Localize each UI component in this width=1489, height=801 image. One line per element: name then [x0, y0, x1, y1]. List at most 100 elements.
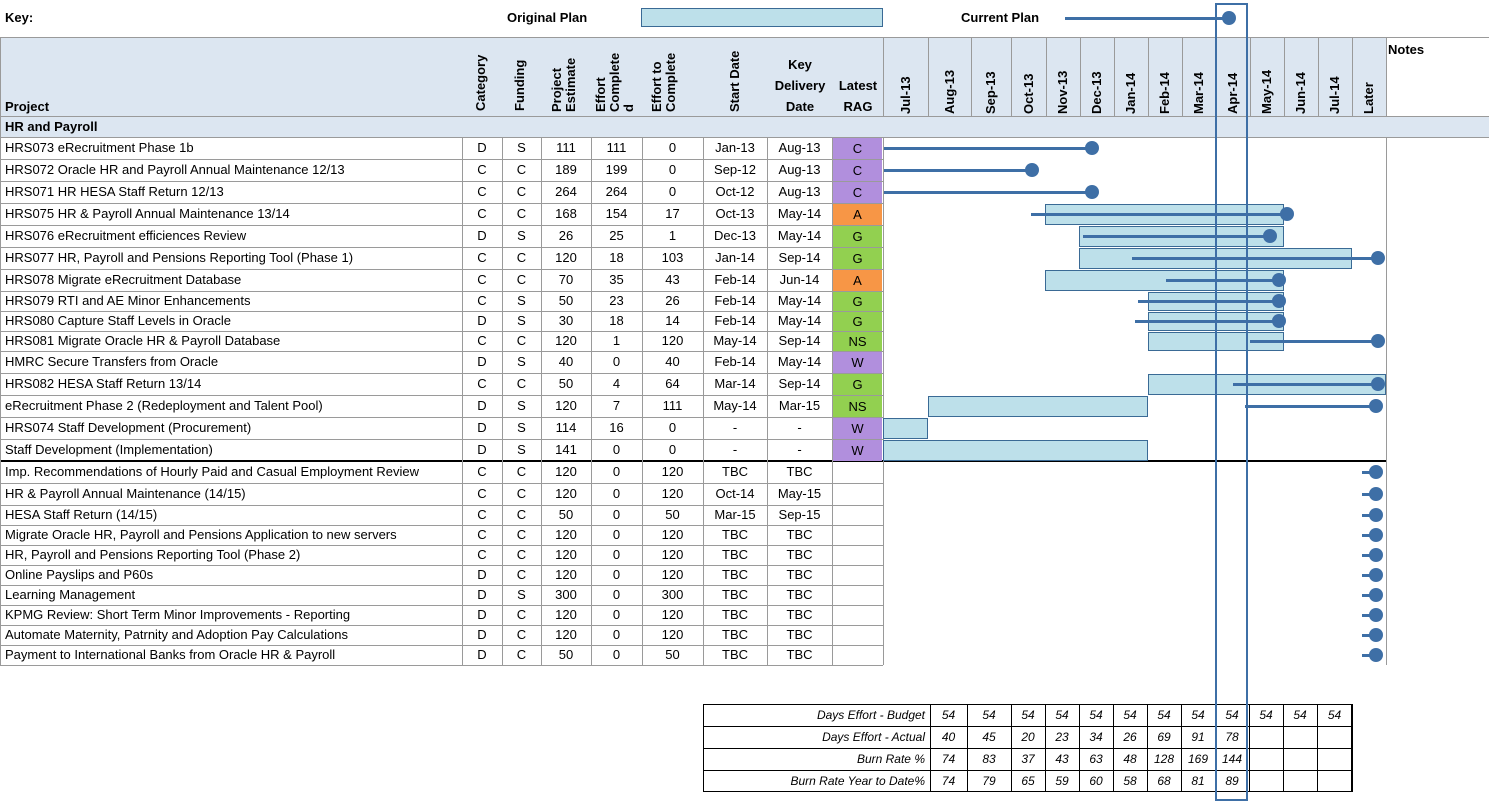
table-cell-estimate: 120: [555, 464, 577, 479]
table-cell-delivery-date: TBC: [786, 567, 813, 582]
rag-badge: A: [833, 270, 882, 291]
month-header-feb-14: Feb-14: [1157, 72, 1172, 114]
rag-badge: W: [833, 440, 882, 461]
summary-v: [1045, 704, 1046, 792]
summary-value: 69: [1157, 730, 1171, 744]
table-cell-delivery-date: May-14: [777, 354, 822, 369]
month-header-dec-13: Dec-13: [1089, 71, 1104, 114]
table-cell-category: C: [477, 486, 487, 501]
table-cell-estimate: 120: [555, 527, 577, 542]
grid-v: [703, 137, 704, 665]
table-cell-start-date: Oct-14: [715, 486, 755, 501]
grid-v: [883, 137, 884, 665]
table-row-project: HRS082 HESA Staff Return 13/14: [5, 376, 202, 391]
grid-h: [0, 417, 883, 418]
table-cell-delivery-date: May-14: [777, 206, 822, 221]
summary-value: 54: [1089, 708, 1103, 722]
rag-badge: C: [833, 138, 882, 159]
month-header-jul-13: Jul-13: [897, 76, 913, 114]
table-row-project: HRS078 Migrate eRecruitment Database: [5, 272, 242, 287]
table-cell-effort-to-complete: 120: [661, 567, 684, 582]
table-cell-category: D: [477, 587, 487, 602]
table-cell-estimate: 120: [555, 547, 577, 562]
table-row-project: KPMG Review: Short Term Minor Improvemen…: [5, 607, 351, 622]
grid-h: [0, 181, 883, 182]
rag-badge: NS: [833, 332, 882, 351]
summary-value: 128: [1153, 752, 1175, 766]
table-cell-estimate: 120: [555, 398, 577, 413]
summary-value: 54: [1021, 708, 1035, 722]
table-cell-effort-to-complete: 103: [661, 250, 684, 265]
summary-v: [1249, 704, 1250, 792]
current-plan-end-dot: [1369, 568, 1383, 582]
summary-label: Days Effort - Actual: [822, 730, 925, 744]
table-row-project: HR, Payroll and Pensions Reporting Tool …: [5, 547, 301, 562]
current-plan-line: [1233, 382, 1378, 386]
table-cell-estimate: 120: [555, 627, 577, 642]
table-cell-funding: C: [516, 250, 527, 265]
table-row-project: HRS079 RTI and AE Minor Enhancements: [5, 293, 251, 308]
table-cell-effort-complete: 0: [612, 547, 621, 562]
grid-v: [1386, 137, 1387, 665]
table-cell-delivery-date: Aug-13: [778, 184, 821, 199]
table-cell-effort-to-complete: 0: [668, 442, 677, 457]
table-cell-funding: S: [517, 293, 526, 308]
month-header-aug-13: Aug-13: [941, 69, 957, 114]
grid-v: [1080, 37, 1081, 116]
grid-v: [883, 37, 884, 116]
table-cell-start-date: TBC: [722, 587, 748, 602]
table-cell-delivery-date: -: [797, 420, 802, 435]
current-plan-end-dot: [1369, 487, 1383, 501]
grid-h: [0, 373, 883, 374]
table-cell-category: C: [477, 333, 487, 348]
table-cell-estimate: 50: [558, 293, 574, 308]
month-header-jun-14: Jun-14: [1293, 72, 1308, 114]
header-start-date: Start Date: [727, 50, 742, 112]
key-label: Key:: [5, 10, 34, 25]
current-plan-end-dot: [1369, 588, 1383, 602]
table-cell-funding: C: [516, 607, 527, 622]
table-cell-effort-to-complete: 40: [665, 354, 680, 369]
rag-badge: W: [833, 352, 882, 373]
table-cell-category: C: [477, 376, 487, 391]
table-cell-effort-complete: 23: [609, 293, 624, 308]
grid-v: [971, 37, 972, 116]
table-cell-effort-to-complete: 0: [668, 420, 677, 435]
summary-value: 34: [1089, 730, 1103, 744]
grid-v: [832, 137, 833, 665]
current-plan-end-dot: [1369, 548, 1383, 562]
summary-v: [1283, 704, 1284, 792]
summary-value: 144: [1221, 752, 1243, 766]
table-cell-funding: S: [517, 587, 526, 602]
current-plan-end-dot: [1369, 628, 1383, 642]
table-cell-funding: C: [516, 376, 527, 391]
summary-value: 45: [982, 730, 996, 744]
table-row-project: HRS075 HR & Payroll Annual Maintenance 1…: [5, 206, 290, 221]
summary-value: 54: [1123, 708, 1137, 722]
summary-value: 54: [1225, 708, 1239, 722]
summary-v: [1011, 704, 1012, 792]
table-cell-estimate: 120: [555, 567, 577, 582]
grid-v: [642, 137, 643, 665]
table-row-project: HMRC Secure Transfers from Oracle: [5, 354, 219, 369]
summary-value: 23: [1055, 730, 1069, 744]
table-cell-delivery-date: May-15: [777, 486, 822, 501]
header-category: Category: [473, 54, 488, 111]
table-cell-effort-complete: 0: [612, 567, 621, 582]
current-month-marker: [1215, 3, 1248, 801]
table-cell-funding: S: [517, 420, 526, 435]
table-cell-effort-to-complete: 50: [665, 507, 680, 522]
rag-badge: G: [833, 374, 882, 395]
table-cell-effort-complete: 0: [612, 354, 621, 369]
month-header-may-14: May-14: [1259, 69, 1274, 114]
summary-value: 54: [982, 708, 996, 722]
grid-h: [0, 505, 883, 506]
table-cell-effort-complete: 0: [612, 486, 621, 501]
table-cell-start-date: Mar-15: [714, 507, 756, 522]
table-cell-start-date: Sep-12: [714, 162, 756, 177]
table-cell-funding: C: [516, 647, 527, 662]
table-cell-delivery-date: May-14: [777, 313, 822, 328]
summary-v: [930, 704, 931, 792]
table-cell-effort-to-complete: 120: [661, 547, 684, 562]
grid-h: [0, 331, 883, 332]
